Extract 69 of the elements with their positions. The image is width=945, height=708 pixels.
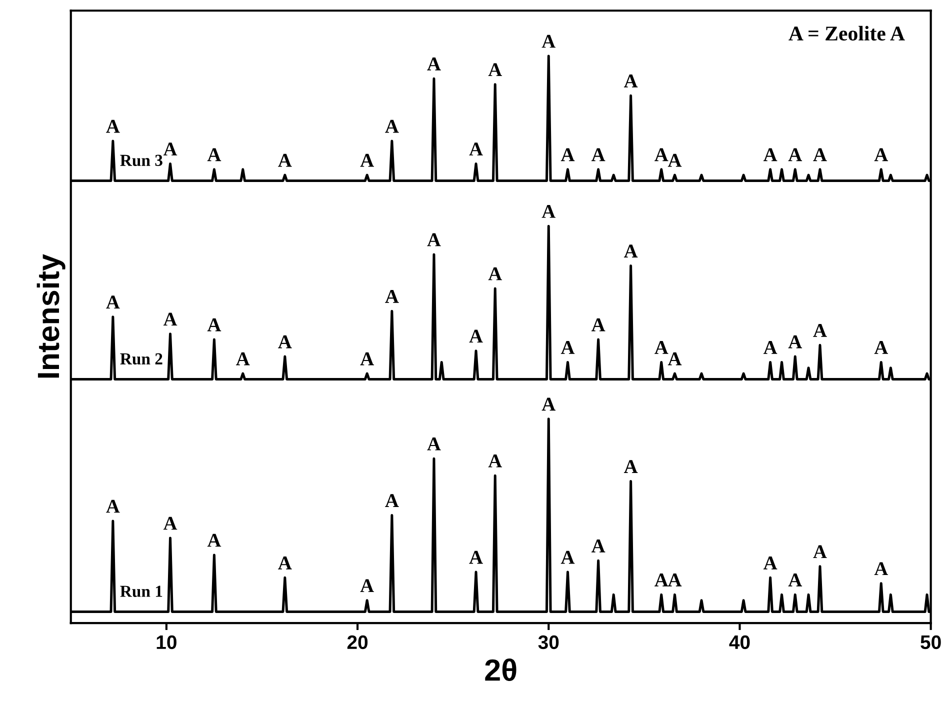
annotation: A [591,318,606,332]
text: A = Zeolite A [788,26,905,41]
annotation: A [488,454,502,468]
annotation: A [360,579,374,592]
annotation: A [560,148,575,162]
annotation: A [668,352,682,366]
series-label: Run 2 [120,353,162,365]
annotation: A [668,154,682,167]
annotation: A [763,341,778,354]
annotation: A [360,154,374,167]
annotation: A [874,341,888,354]
annotation: A [763,148,778,162]
annotation: A [207,318,222,332]
annotation: A [207,534,222,547]
x-tick-label: 50 [920,635,941,650]
annotation: A [560,341,575,354]
series-label: Run 3 [120,154,162,166]
series-label: Run 1 [120,586,162,598]
annotation: A [654,341,668,354]
annotation: A [207,148,222,162]
annotation: A [278,335,292,348]
annotation: A [763,556,778,570]
annotation: A [542,34,556,48]
annotation: A [788,574,802,586]
annotation: A [163,516,178,530]
y-axis-title: Intensity [36,254,66,378]
annotation: A [163,142,178,156]
annotation: A [668,574,682,586]
annotation: A [278,556,292,570]
annotation: A [874,148,888,162]
annotation: A [624,244,638,258]
annotation: A [591,540,606,552]
annotation: A [106,120,120,133]
annotation: A [427,437,441,450]
annotation: A [427,233,441,246]
annotation: A [360,352,374,366]
annotation: A [654,574,668,586]
annotation: A [624,460,638,473]
annotation: A [385,494,399,507]
annotation: A [624,74,638,88]
annotation: A [788,148,802,162]
annotation: A [813,324,827,337]
x-axis-title: 2θ [485,658,516,681]
annotation: A [560,550,575,564]
annotation: A [163,312,178,326]
annotation: A [542,204,556,218]
x-tick-label: 10 [156,635,176,650]
annotation: A [488,267,502,280]
x-tick-label: 30 [538,635,559,650]
annotation: A [236,352,250,366]
annotation: A [106,296,120,309]
annotation: A [813,545,827,558]
annotation: A [542,398,556,411]
x-tick-label: 40 [729,635,750,650]
annotation: A [469,142,483,156]
annotation: A [874,562,888,576]
x-tick-label: 20 [347,635,368,650]
annotation: A [427,58,441,70]
annotation: A [106,500,120,513]
annotation: A [385,290,399,303]
annotation: A [469,550,483,564]
annotation: A [385,120,399,133]
annotation: A [488,63,502,76]
annotation: A [813,148,827,162]
annotation: A [591,148,606,162]
annotation: A [278,154,292,167]
annotation: A [469,330,483,343]
annotation: A [788,335,802,348]
annotation: A [654,148,668,162]
